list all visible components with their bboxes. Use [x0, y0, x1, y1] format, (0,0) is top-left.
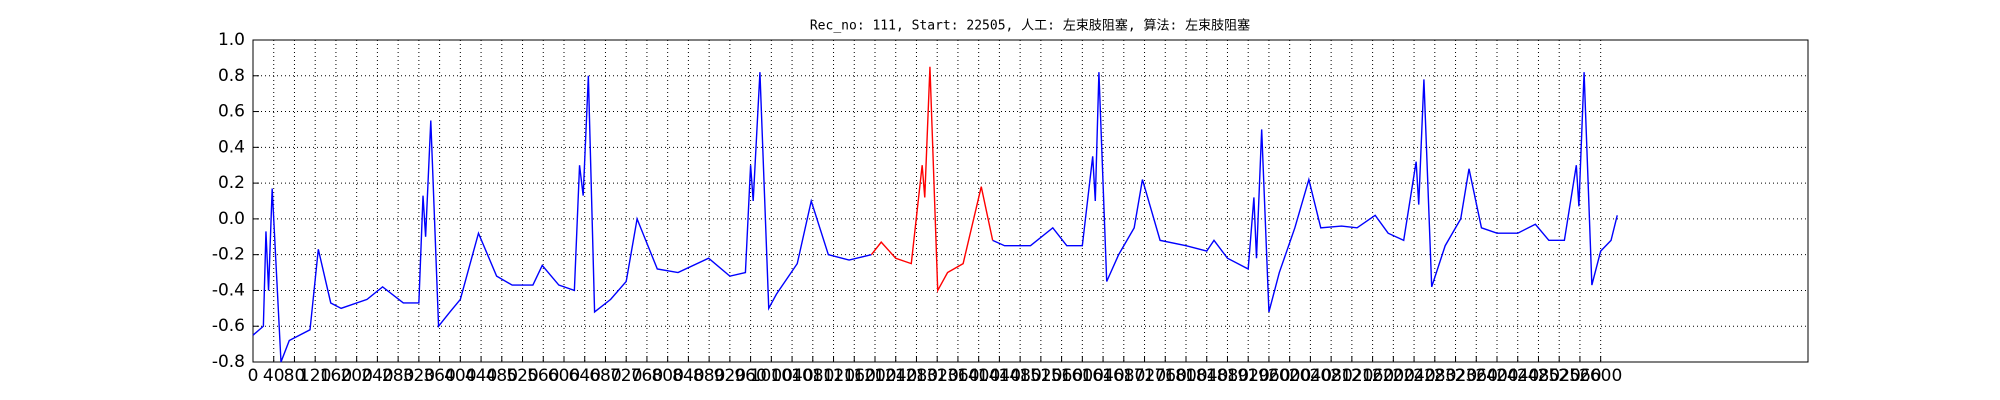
y-tick-label: 0.8 — [218, 66, 245, 86]
x-tick-label: 560 — [527, 366, 559, 386]
y-tick-label: -0.4 — [212, 280, 245, 300]
x-tick-label: 2600 — [1579, 366, 1622, 386]
x-tick-label: 1800 — [1164, 366, 1207, 386]
x-tick-label: 2160 — [1351, 366, 1394, 386]
x-tick-label: 600 — [548, 366, 580, 386]
x-tick-label: 1560 — [1040, 366, 1083, 386]
x-tick-label: 2280 — [1413, 366, 1456, 386]
x-tick-label: 1360 — [936, 366, 979, 386]
y-tick-label: 0.2 — [218, 173, 245, 193]
x-tick-label: 1200 — [853, 366, 896, 386]
x-tick-label: 1680 — [1102, 366, 1145, 386]
x-tick-label: 80 — [284, 366, 306, 386]
x-tick-label: 1120 — [812, 366, 855, 386]
x-tick-label: 40 — [263, 366, 285, 386]
y-tick-label: 0.4 — [218, 137, 245, 157]
x-tick-label: 2240 — [1392, 366, 1435, 386]
x-tick-label: 2080 — [1310, 366, 1353, 386]
x-tick-label: 2120 — [1330, 366, 1373, 386]
y-tick-label: -0.6 — [212, 316, 245, 336]
x-tick-label: 1080 — [791, 366, 834, 386]
y-tick-label: 1.0 — [218, 30, 245, 50]
x-tick-label: 640 — [569, 366, 601, 386]
x-tick-label: 1400 — [957, 366, 1000, 386]
x-tick-label: 1920 — [1227, 366, 1270, 386]
x-tick-label: 760 — [631, 366, 663, 386]
x-tick-label: 2560 — [1558, 366, 1601, 386]
x-tick-label: 200 — [340, 366, 372, 386]
x-tick-label: 840 — [672, 366, 704, 386]
x-tick-label: 2200 — [1372, 366, 1415, 386]
y-tick-label: -0.2 — [212, 245, 245, 265]
x-tick-label: 1520 — [1019, 366, 1062, 386]
x-tick-label: 240 — [361, 366, 393, 386]
x-tick-label: 920 — [714, 366, 746, 386]
x-tick-label: 1480 — [999, 366, 1042, 386]
plot-frame — [252, 39, 1809, 363]
x-tick-label: 2520 — [1538, 366, 1581, 386]
x-tick-label: 520 — [506, 366, 538, 386]
x-tick-label: 1160 — [833, 366, 876, 386]
x-tick-label: 1960 — [1247, 366, 1290, 386]
x-tick-label: 880 — [693, 366, 725, 386]
x-tick-label: 1600 — [1061, 366, 1104, 386]
x-tick-label: 120 — [299, 366, 331, 386]
x-tick-label: 2000 — [1268, 366, 1311, 386]
x-tick-label: 2320 — [1434, 366, 1477, 386]
x-tick-label: 2360 — [1455, 366, 1498, 386]
x-tick-label: 400 — [444, 366, 476, 386]
x-tick-label: 1640 — [1081, 366, 1124, 386]
x-tick-label: 1760 — [1144, 366, 1187, 386]
x-tick-label: 1320 — [916, 366, 959, 386]
chart-title: Rec_no: 111, Start: 22505, 人工: 左束肢阻塞, 算法… — [810, 18, 1250, 34]
x-tick-label: 1000 — [750, 366, 793, 386]
x-tick-label: 280 — [382, 366, 414, 386]
x-tick-label: 1040 — [770, 366, 813, 386]
x-tick-label: 320 — [403, 366, 435, 386]
x-tick-label: 440 — [465, 366, 497, 386]
x-tick-label: 2440 — [1496, 366, 1539, 386]
x-tick-label: 680 — [589, 366, 621, 386]
x-tick-label: 720 — [610, 366, 642, 386]
x-tick-label: 1280 — [895, 366, 938, 386]
ecg-line — [870, 66, 994, 294]
x-tick-label: 360 — [423, 366, 455, 386]
x-tick-label: 2480 — [1517, 366, 1560, 386]
x-tick-label: 0 — [248, 366, 259, 386]
y-tick-label: 0.6 — [218, 102, 245, 122]
x-tick-label: 480 — [486, 366, 518, 386]
y-tick-label: -0.8 — [212, 352, 245, 372]
x-tick-label: 2400 — [1475, 366, 1518, 386]
x-tick-label: 1880 — [1206, 366, 1249, 386]
ecg-line — [252, 72, 1618, 363]
y-tick-label: 0.0 — [218, 209, 245, 229]
x-tick-label: 1720 — [1123, 366, 1166, 386]
x-tick-label: 960 — [734, 366, 766, 386]
x-tick-label: 2040 — [1289, 366, 1332, 386]
x-tick-label: 1240 — [874, 366, 917, 386]
x-tick-label: 160 — [320, 366, 352, 386]
x-tick-label: 800 — [651, 366, 683, 386]
x-tick-label: 1440 — [978, 366, 1021, 386]
x-tick-label: 1840 — [1185, 366, 1228, 386]
